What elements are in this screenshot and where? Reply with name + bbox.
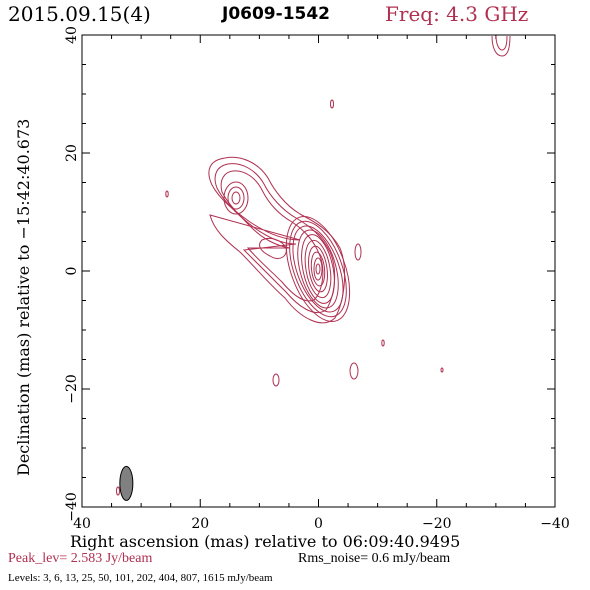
plot-frame	[81, 34, 556, 508]
contour-blob-h	[116, 486, 120, 496]
x-axis-label: Right ascension (mas) relative to 06:09:…	[70, 532, 461, 551]
contour-core-2	[289, 220, 347, 318]
x-tick-label: 0	[314, 516, 323, 532]
contour-blob-f	[381, 339, 385, 347]
y-tick-label: 40	[64, 26, 80, 44]
contour-knot	[259, 237, 287, 259]
y-tick-label: −40	[64, 492, 80, 522]
contour-edge-blob-2	[495, 35, 508, 51]
contour-blob-g	[440, 367, 444, 373]
contour-core-4	[297, 229, 339, 309]
contour-blob-b	[272, 373, 280, 387]
contour-comp-2	[227, 186, 245, 210]
contour-levels: Levels: 3, 6, 13, 25, 50, 101, 202, 404,…	[8, 572, 273, 584]
y-tick-label: −20	[64, 374, 80, 404]
y-tick-label: 20	[64, 144, 80, 162]
observation-date: 2015.09.15(4)	[8, 2, 151, 26]
x-tick-label: 20	[191, 516, 209, 532]
contour-core-6	[304, 239, 332, 299]
contour-core-5	[301, 234, 335, 304]
contour-core-7	[308, 245, 328, 293]
contour-jet-outer	[208, 156, 345, 324]
contour-core-8	[310, 251, 326, 287]
peak-level: Peak_lev= 2.583 Jy/beam	[8, 551, 153, 566]
contour-blob-e	[165, 190, 169, 198]
y-tick-label: 0	[64, 267, 80, 276]
contour-comp-1	[223, 181, 249, 215]
title-bar: 2015.09.15(4) J0609-1542 Freq: 4.3 GHz	[0, 0, 590, 32]
rms-noise: Rms_noise= 0.6 mJy/beam	[298, 551, 451, 566]
x-tick-label: 40	[73, 516, 91, 532]
contour-core-10	[315, 263, 321, 275]
contour-blob-d	[330, 99, 334, 109]
contour-blob-c	[349, 362, 359, 380]
x-tick-label: −20	[422, 516, 452, 532]
source-name: J0609-1542	[222, 4, 331, 24]
contour-jet-3	[220, 170, 324, 302]
contour-blob-a	[354, 243, 362, 261]
y-axis-label: Declination (mas) relative to −15:42:40.…	[14, 118, 33, 476]
contour-core-9	[313, 257, 323, 281]
beam-ellipse	[119, 465, 134, 501]
frequency-label: Freq: 4.3 GHz	[385, 2, 529, 26]
contour-comp-3	[231, 191, 241, 205]
contour-edge-blob-1	[491, 35, 511, 57]
contour-lines	[116, 35, 511, 496]
x-tick-label: −40	[540, 516, 570, 532]
contour-core-3	[292, 225, 344, 313]
